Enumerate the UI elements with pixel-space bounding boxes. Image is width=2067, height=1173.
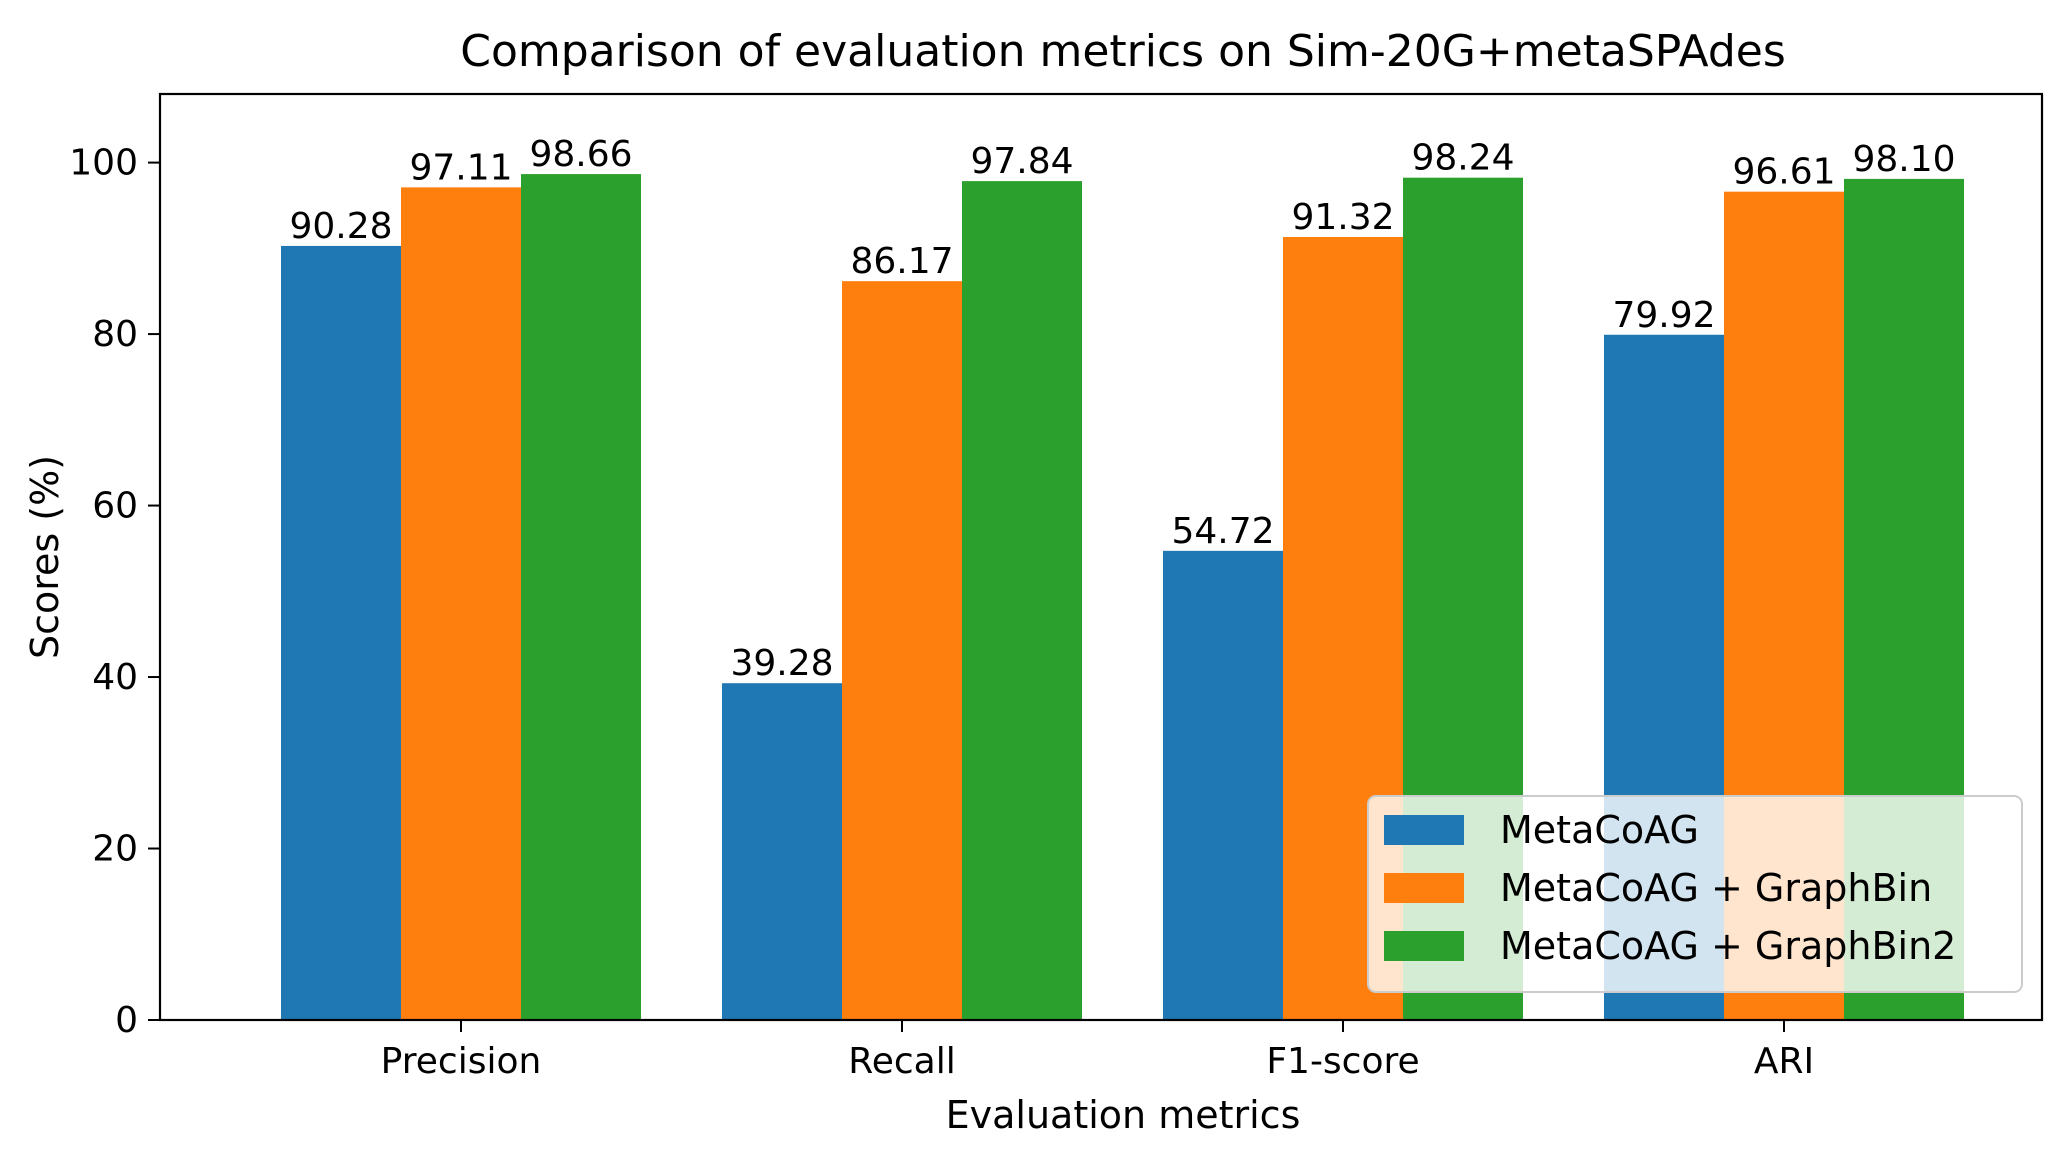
data-label: 91.32: [1291, 197, 1394, 238]
bar-recall-series-2: [842, 281, 962, 1021]
legend-swatch: [1384, 815, 1464, 845]
bar-precision-series-1: [281, 245, 401, 1020]
bar-f1-score-series-1: [1163, 550, 1283, 1020]
data-labels-layer: 90.28 39.28 54.72 79.92 97.11 86.17 91.32 96.61…: [289, 134, 1955, 684]
data-label: 86.17: [850, 241, 953, 282]
x-axis: Precision Recall F1-score ARI: [381, 1020, 1814, 1082]
data-label: 97.11: [409, 147, 512, 188]
y-tick-label: 0: [115, 1000, 138, 1041]
legend-label: MetaCoAG + GraphBin2: [1500, 924, 1956, 968]
bar-recall-series-1: [722, 683, 842, 1020]
data-label: 98.10: [1852, 139, 1955, 180]
y-axis-label: Scores (%): [23, 455, 67, 659]
data-label: 97.84: [970, 141, 1073, 182]
x-axis-label: Evaluation metrics: [946, 1093, 1301, 1137]
y-tick-label: 80: [92, 314, 138, 355]
data-label: 79.92: [1612, 295, 1715, 336]
x-tick-label: Recall: [848, 1041, 955, 1082]
plot-frame: [158, 92, 2044, 1022]
bar-recall-series-3: [962, 181, 1082, 1020]
data-label: 54.72: [1171, 511, 1274, 552]
x-tick-label: ARI: [1754, 1041, 1814, 1082]
legend: MetaCoAG MetaCoAG + GraphBin MetaCoAG + Gr…: [1367, 795, 2023, 993]
legend-label: MetaCoAG: [1500, 808, 1699, 852]
data-label: 98.66: [529, 134, 632, 175]
y-tick-label: 20: [92, 829, 138, 870]
data-label: 39.28: [730, 643, 833, 684]
bar-precision-series-2: [401, 187, 521, 1020]
y-tick-label: 100: [69, 143, 138, 184]
y-axis: 0 20 40 60 80 100: [69, 143, 160, 1041]
legend-label: MetaCoAG + GraphBin: [1500, 866, 1932, 910]
x-tick-label: F1-score: [1266, 1041, 1419, 1082]
y-tick-label: 60: [92, 486, 138, 527]
bar-precision-series-3: [521, 174, 641, 1020]
data-label: 96.61: [1732, 152, 1835, 193]
chart-title: Comparison of evaluation metrics on Sim-…: [460, 26, 1786, 77]
legend-swatch: [1384, 931, 1464, 961]
x-tick-label: Precision: [381, 1041, 542, 1082]
legend-swatch: [1384, 873, 1464, 903]
legend-box: [1367, 795, 2023, 993]
data-label: 90.28: [289, 206, 392, 247]
data-label: 98.24: [1411, 138, 1514, 179]
y-tick-label: 40: [92, 657, 138, 698]
